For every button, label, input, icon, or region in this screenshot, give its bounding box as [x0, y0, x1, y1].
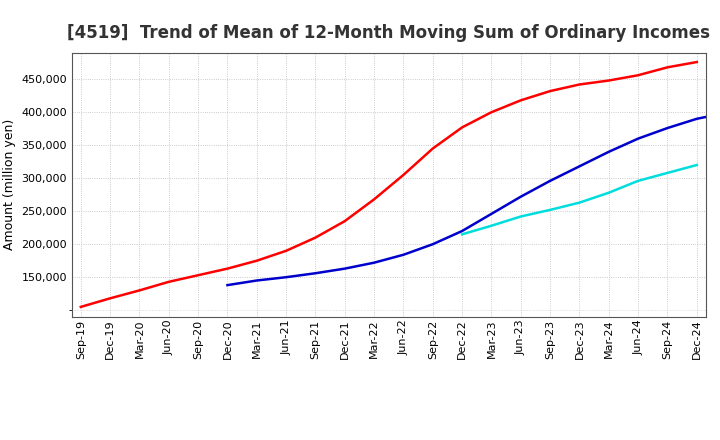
7 Years	[634, 178, 642, 183]
7 Years	[487, 223, 496, 228]
5 Years	[634, 136, 642, 141]
3 Years	[223, 266, 232, 271]
5 Years	[341, 266, 349, 271]
3 Years	[516, 98, 525, 103]
3 Years	[634, 73, 642, 78]
5 Years	[516, 194, 525, 199]
5 Years	[546, 178, 554, 183]
3 Years	[663, 65, 672, 70]
7 Years	[458, 231, 467, 237]
7 Years	[516, 214, 525, 219]
3 Years	[399, 172, 408, 177]
5 Years	[311, 271, 320, 276]
3 Years	[546, 88, 554, 94]
3 Years	[194, 272, 202, 278]
3 Years	[164, 279, 173, 284]
7 Years	[546, 207, 554, 213]
3 Years	[458, 125, 467, 130]
5 Years	[458, 228, 467, 234]
5 Years	[693, 116, 701, 121]
Text: [4519]  Trend of Mean of 12-Month Moving Sum of Ordinary Incomes: [4519] Trend of Mean of 12-Month Moving …	[67, 24, 711, 42]
3 Years	[311, 235, 320, 240]
3 Years	[605, 78, 613, 83]
3 Years	[282, 248, 290, 253]
5 Years	[605, 149, 613, 154]
3 Years	[575, 82, 584, 87]
7 Years	[693, 162, 701, 168]
7 Years	[605, 190, 613, 195]
Y-axis label: Amount (million yen): Amount (million yen)	[3, 119, 16, 250]
3 Years	[428, 146, 437, 151]
3 Years	[135, 288, 144, 293]
5 Years	[370, 260, 379, 265]
Line: 3 Years: 3 Years	[81, 62, 697, 307]
5 Years	[282, 275, 290, 280]
Line: 5 Years: 5 Years	[228, 113, 720, 285]
5 Years	[487, 211, 496, 216]
3 Years	[693, 59, 701, 65]
3 Years	[341, 218, 349, 224]
7 Years	[663, 170, 672, 176]
5 Years	[223, 282, 232, 288]
5 Years	[663, 125, 672, 131]
3 Years	[106, 296, 114, 301]
7 Years	[575, 200, 584, 205]
5 Years	[575, 164, 584, 169]
3 Years	[76, 304, 85, 309]
3 Years	[253, 258, 261, 263]
3 Years	[370, 197, 379, 202]
Line: 7 Years: 7 Years	[462, 165, 697, 234]
5 Years	[399, 252, 408, 257]
5 Years	[428, 242, 437, 247]
5 Years	[253, 278, 261, 283]
3 Years	[487, 110, 496, 115]
